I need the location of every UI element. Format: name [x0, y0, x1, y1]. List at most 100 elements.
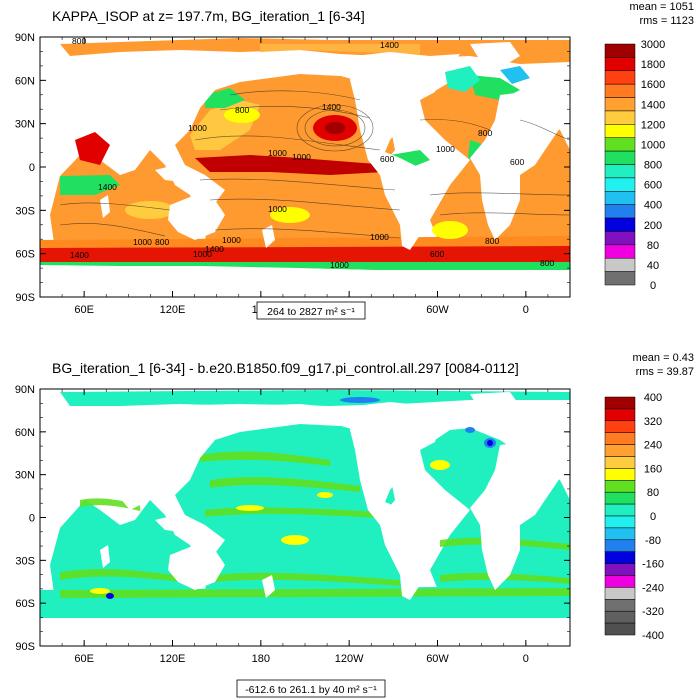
colorbar-swatch: [604, 217, 636, 232]
colorbar-swatch: [604, 622, 636, 636]
contour-label: 1000: [193, 249, 212, 259]
colorbar-label: 800: [644, 160, 662, 172]
colorbar-swatch: [604, 563, 636, 576]
colorbar-swatch: [604, 444, 636, 457]
panel-1: KAPPA_ISOP at z= 197.7m, BG_iteration_1 …: [15, 1, 694, 320]
colorbar-swatch: [604, 177, 636, 192]
colorbar-label: 1400: [641, 99, 665, 111]
contour-label: 1000: [370, 232, 389, 242]
p2-blue-patches: [340, 397, 496, 448]
colorbar-label: -80: [645, 535, 661, 547]
contour-label: 800: [72, 36, 86, 46]
contour-label: 800: [235, 105, 249, 115]
colorbar-label: 400: [644, 200, 662, 212]
contour-label: 1000: [268, 148, 287, 158]
colorbar-swatch: [604, 43, 636, 58]
lat-tick-label: 60S: [15, 598, 35, 610]
p1-land-eurasia: [40, 52, 360, 160]
p2-land-indonesia: [155, 515, 190, 532]
contour-label: 800: [478, 128, 492, 138]
colorbar-label: 240: [644, 440, 662, 452]
lat-tick-label: 30N: [15, 119, 35, 131]
p2-land: [40, 392, 570, 646]
colorbar-swatch: [604, 396, 636, 410]
lon-tick-label: 60E: [74, 304, 94, 316]
colorbar-label: -400: [642, 630, 664, 642]
lon-tick-label: 120W: [335, 653, 364, 665]
colorbar-label: -320: [642, 606, 664, 618]
p1-yellow-4: [125, 201, 175, 219]
colorbar-label: 3000: [641, 39, 665, 51]
colorbar-label: 1800: [641, 59, 665, 71]
contour-label: 600: [510, 157, 524, 167]
p1-green-2: [205, 88, 245, 108]
colorbar-label: 600: [644, 180, 662, 192]
p2-ocean-arctic: [60, 390, 570, 406]
p1-yellow-2: [270, 207, 310, 223]
colorbar-swatch: [604, 191, 636, 205]
p1-south-green: [40, 262, 570, 272]
panel-2-range-label: -612.6 to 261.1 by 40 m² s⁻¹: [245, 684, 377, 696]
colorbar-label: 0: [650, 511, 656, 523]
lat-tick-label: 90N: [15, 32, 35, 44]
colorbar-label: 40: [647, 260, 659, 272]
panel-1-range-label: 264 to 2827 m² s⁻¹: [267, 306, 355, 318]
p2-land-antarctica: [40, 618, 570, 646]
colorbar-swatch: [604, 83, 636, 98]
panel-2-range-box: [236, 679, 386, 698]
p1-land-australia: [168, 195, 225, 240]
lon-tick-label: 180: [252, 653, 270, 665]
p2-deep-blue-spot: [487, 440, 493, 446]
p2-land-australia: [168, 545, 225, 590]
colorbar-swatch: [604, 408, 636, 422]
lon-tick-label: 60E: [74, 653, 94, 665]
p1-contour-labels: 800 1400 800 1000 1400 1000 600 1000 800…: [70, 36, 554, 270]
lat-tick-label: 0: [29, 513, 35, 525]
p1-equator-red: [195, 155, 390, 175]
contour-label: 1000: [222, 235, 241, 245]
p1-land-antarctica: [40, 270, 570, 297]
contour-label: 800: [155, 237, 169, 247]
colorbar-label: 1200: [641, 119, 665, 131]
colorbar-swatch: [604, 257, 636, 272]
colorbar-swatch: [604, 164, 636, 179]
p1-land-greenland: [470, 42, 520, 68]
panel-2-rms: rms = 39.87: [636, 366, 694, 378]
contour-label: 1400: [322, 102, 341, 112]
p2-yellow-spots: [90, 460, 450, 594]
p2-land-greenland: [470, 392, 520, 418]
colorbar-swatch: [604, 124, 636, 138]
colorbar-swatch: [604, 575, 636, 588]
p1-south-band: [40, 246, 570, 262]
lat-tick-label: 90S: [15, 292, 35, 304]
p1-cyan-2: [500, 66, 530, 84]
p1-land-africa: [470, 90, 570, 240]
p1-land-nz: [262, 225, 275, 248]
lat-tick-label: 90N: [15, 384, 35, 396]
colorbar-label: -160: [642, 559, 664, 571]
lon-tick-label: 60W: [426, 653, 449, 665]
p1-land-americas: [350, 52, 460, 250]
p2-land-madagascar: [100, 545, 110, 568]
colorbar-swatch: [604, 97, 636, 112]
colorbar-label: 0: [650, 280, 656, 292]
p2-land-eurasia: [40, 404, 360, 510]
panel-2-axes: 90N 60N 30N 0 30S 60S 90S 60E 120E 180 120W 60W 0: [15, 384, 571, 665]
p1-green-5: [470, 75, 520, 100]
colorbar-swatch: [604, 456, 636, 469]
colorbar-swatch: [604, 587, 636, 600]
colorbar-swatch: [604, 204, 636, 219]
p1-yellow-3: [432, 221, 468, 239]
lat-tick-label: 60N: [15, 427, 35, 439]
panel-1-title: KAPPA_ISOP at z= 197.7m, BG_iteration_1 …: [52, 8, 365, 24]
lat-tick-label: 30S: [15, 555, 35, 567]
panel-1-mean: mean = 1051: [629, 1, 694, 13]
contour-label: 1400: [205, 244, 224, 254]
contour-label: 1000: [330, 260, 349, 270]
p1-yellow-1: [224, 107, 260, 123]
colorbar-swatch: [604, 110, 636, 125]
colorbar-swatch: [604, 527, 636, 541]
p2-land-africa: [470, 440, 570, 590]
lon-tick-label: 0: [523, 653, 529, 665]
